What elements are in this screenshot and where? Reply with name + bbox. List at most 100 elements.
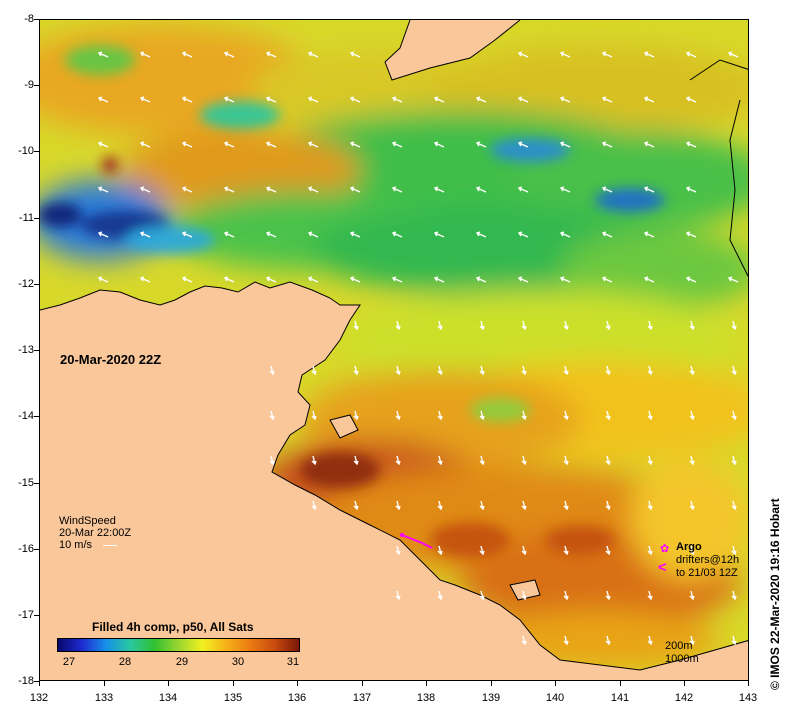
wind-arrow-icon [521,590,527,601]
wind-arrow-icon [647,455,653,466]
x-tick-mark [39,681,40,686]
argo-drifter-legend: ✿ Argo drifters@12h < to 21/03 12Z [658,541,739,580]
wind-arrow-icon [563,320,569,331]
wind-arrow-icon [563,635,569,646]
wind-arrow-icon [689,635,695,646]
wind-arrow-icon [307,276,319,283]
wind-arrow-icon [395,320,401,331]
drifters-to-item: < to 21/03 12Z [658,560,739,580]
wind-legend: WindSpeed 20-Mar 22:00Z 10 m/s [59,515,131,551]
wind-arrow-icon [97,231,109,238]
wind-arrow-icon [391,276,403,283]
wind-arrow-icon [643,96,655,103]
wind-arrow-icon [731,590,737,601]
wind-arrow-icon [731,320,737,331]
wind-arrow-icon [97,276,109,283]
y-tick-mark [34,151,39,152]
x-tick-label: 138 [416,692,436,704]
wind-arrow-icon [97,51,109,58]
wind-arrow-icon [307,186,319,193]
wind-arrow-icon [349,276,361,283]
wind-arrow-icon [437,455,443,466]
wind-arrow-icon [517,96,529,103]
island [509,579,541,601]
wind-arrow-icon [479,545,485,556]
wind-arrow-icon [517,186,529,193]
x-tick-label: 137 [352,692,372,704]
wind-arrow-icon [731,635,737,646]
wind-arrow-icon [139,96,151,103]
wind-arrow-icon [307,96,319,103]
wind-arrow-icon [521,500,527,511]
wind-arrow-icon [647,545,653,556]
wind-arrow-icon [97,186,109,193]
wind-arrow-icon [647,590,653,601]
wind-arrow-icon [181,96,193,103]
wind-arrow-icon [605,455,611,466]
wind-arrow-icon [265,186,277,193]
sst-map[interactable] [39,19,749,681]
wind-arrow-icon [521,320,527,331]
wind-arrow-icon [517,51,529,58]
drifters-to-label: to 21/03 12Z [676,567,738,579]
y-tick-label: -18 [18,675,34,687]
x-tick-label: 133 [94,692,114,704]
wind-arrow-icon [563,545,569,556]
wind-arrow-icon [521,635,527,646]
wind-arrow-icon [689,500,695,511]
wind-arrow-icon [391,141,403,148]
wind-arrow-icon [475,96,487,103]
wind-arrow-icon [563,500,569,511]
sst-map-canvas [40,20,748,680]
wind-arrow-icon [647,410,653,421]
wind-arrow-icon [685,51,697,58]
wind-arrow-icon [349,141,361,148]
wind-arrow-icon [689,320,695,331]
wind-arrow-icon [139,276,151,283]
wind-arrow-icon [311,365,317,376]
x-tick-mark [620,681,621,686]
y-tick-label: -11 [18,212,34,224]
wind-arrow-icon [563,590,569,601]
colorbar-tick: 30 [231,656,245,668]
date-label: 20-Mar-2020 22Z [60,352,162,367]
wind-arrow-icon [437,545,443,556]
wind-arrow-icon [139,51,151,58]
x-tick-mark [426,681,427,686]
y-tick-mark [34,615,39,616]
x-tick-label: 135 [223,692,243,704]
wind-arrow-icon [605,545,611,556]
wind-arrow-icon [437,320,443,331]
x-tick-mark [491,681,492,686]
wind-arrow-icon [97,96,109,103]
coastline-east [729,99,748,278]
wind-arrow-icon [731,455,737,466]
wind-arrow-icon [181,276,193,283]
x-tick-mark [748,681,749,686]
wind-arrow-icon [643,276,655,283]
y-tick-label: -16 [18,543,34,555]
wind-arrow-icon [647,635,653,646]
x-tick-mark [104,681,105,686]
wind-arrow-icon [391,231,403,238]
wind-arrow-icon [353,365,359,376]
wind-arrow-icon [265,51,277,58]
wind-arrow-icon [643,186,655,193]
y-tick-mark [34,549,39,550]
wind-arrow-icon [601,231,613,238]
y-tick-mark [34,19,39,20]
wind-arrow-icon [689,590,695,601]
wind-arrow-icon [727,51,739,58]
wind-arrow-icon [437,365,443,376]
colorbar-tick: 31 [286,656,300,668]
y-tick-mark [34,681,39,682]
argo-icon: ✿ [660,543,670,555]
wind-arrow-icon [601,51,613,58]
wind-arrow-icon [559,231,571,238]
x-tick-label: 141 [610,692,630,704]
wind-arrow-icon [605,500,611,511]
wind-arrow-icon [265,276,277,283]
wind-arrow-icon [689,455,695,466]
coastline-north [384,20,521,81]
wind-arrow-icon [265,141,277,148]
